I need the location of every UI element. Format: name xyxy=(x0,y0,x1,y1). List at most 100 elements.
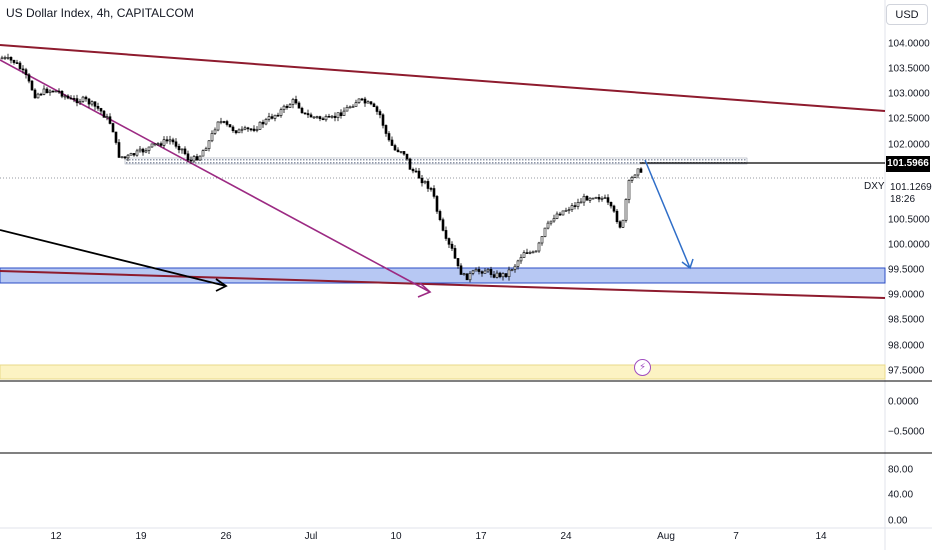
candle-body xyxy=(435,196,439,212)
candle-body xyxy=(177,146,181,151)
candle-body xyxy=(354,102,358,107)
candle-body xyxy=(411,169,415,172)
candle-body xyxy=(492,274,496,278)
candle-body xyxy=(501,273,505,278)
candle-body xyxy=(75,98,79,104)
candle-body xyxy=(96,106,100,109)
candle-body xyxy=(414,170,418,173)
candle-body xyxy=(396,149,400,153)
candle-body xyxy=(618,221,622,228)
candle-body xyxy=(372,103,376,108)
candle-body xyxy=(99,108,103,112)
candle-body xyxy=(294,99,298,104)
candle-body xyxy=(612,205,616,212)
candle-body xyxy=(525,252,529,254)
candle-body xyxy=(264,119,268,125)
candle-body xyxy=(297,102,301,109)
candle-body xyxy=(306,113,310,116)
candle-body xyxy=(195,156,199,161)
candle-body xyxy=(210,133,214,142)
symbol-label: DXY xyxy=(864,181,885,192)
candle-body xyxy=(129,153,133,156)
last-price-tag: 101.5966 xyxy=(886,156,930,172)
candle-body xyxy=(48,90,52,94)
candle-body xyxy=(327,116,331,118)
candle-body xyxy=(486,268,490,272)
black-arrow-line xyxy=(0,229,227,287)
candle-body xyxy=(9,56,13,61)
price-label: 104.0000 xyxy=(888,38,930,50)
candle-body xyxy=(390,139,394,146)
indicator-label: 0.00 xyxy=(888,515,908,527)
candle-body xyxy=(402,151,406,155)
candle-body xyxy=(240,128,244,131)
candle-body xyxy=(165,139,169,142)
candle-body xyxy=(621,219,625,228)
price-label: 103.5000 xyxy=(888,63,930,75)
candle-body xyxy=(588,197,592,201)
flash-icon[interactable]: ⚡ xyxy=(634,359,651,376)
candle-body xyxy=(255,129,259,131)
candle-body xyxy=(552,218,556,222)
price-label: 98.0000 xyxy=(888,340,925,352)
candle-body xyxy=(507,269,511,277)
candle-body xyxy=(69,97,73,100)
time-label: Aug xyxy=(657,531,675,542)
candle-body xyxy=(276,114,280,117)
candle-body xyxy=(447,238,451,245)
candle-body xyxy=(3,57,7,59)
candle-body xyxy=(549,220,553,224)
candle-body xyxy=(513,265,517,270)
candle-body xyxy=(66,95,70,99)
candle-body xyxy=(234,130,238,134)
time-label: 7 xyxy=(733,531,739,542)
candle-body xyxy=(417,170,421,179)
candle-body xyxy=(141,148,145,153)
currency-button[interactable]: USD xyxy=(886,4,928,25)
candle-body xyxy=(399,151,403,153)
candle-body xyxy=(186,153,190,161)
candle-body xyxy=(18,62,22,70)
candle-body xyxy=(222,121,226,123)
candle-body xyxy=(39,93,43,96)
candle-body xyxy=(249,128,253,131)
candle-body xyxy=(453,248,457,259)
candle-body xyxy=(474,269,478,272)
candle-body xyxy=(288,104,292,108)
candle-body xyxy=(324,116,328,121)
price-label: 98.5000 xyxy=(888,314,925,326)
candle-body xyxy=(42,88,46,95)
candle-body xyxy=(606,197,610,203)
candle-body xyxy=(60,91,64,97)
candle-body xyxy=(213,129,217,134)
time-label: 17 xyxy=(475,531,487,542)
chart-title: US Dollar Index, 4h, CAPITALCOM xyxy=(6,6,194,20)
candle-body xyxy=(609,202,613,207)
candle-body xyxy=(342,110,346,116)
bar-countdown: 18:26 xyxy=(890,194,916,205)
candlesticks xyxy=(0,53,643,283)
candle-body xyxy=(138,148,142,152)
candle-body xyxy=(519,257,523,262)
candle-body xyxy=(93,101,97,107)
candle-body xyxy=(627,180,631,200)
candle-body xyxy=(636,168,640,176)
indicator-label: 80.00 xyxy=(888,464,914,476)
supply-zone xyxy=(0,364,886,380)
indicator-label: 40.00 xyxy=(888,489,914,501)
candle-body xyxy=(624,199,628,221)
candle-body xyxy=(87,98,91,105)
candle-body xyxy=(381,114,385,126)
candle-body xyxy=(480,271,484,274)
candle-body xyxy=(432,188,436,197)
resistance-zone xyxy=(124,157,748,165)
candle-body xyxy=(405,153,409,160)
price-label: 102.5000 xyxy=(888,113,930,125)
candle-body xyxy=(546,222,550,229)
candle-body xyxy=(528,252,532,254)
candle-body xyxy=(156,143,160,145)
candle-body xyxy=(597,197,601,200)
projection-arrow-head xyxy=(681,258,694,270)
candle-body xyxy=(345,107,349,112)
